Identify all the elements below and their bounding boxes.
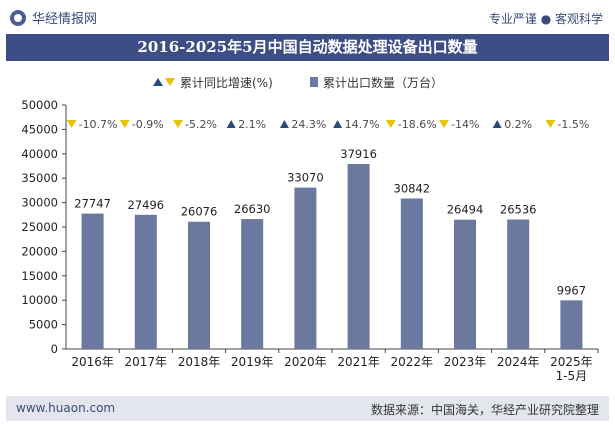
legend-down-marker-icon — [165, 78, 175, 86]
bar — [560, 300, 583, 349]
legend-bar-swatch — [310, 77, 318, 87]
bar — [454, 219, 476, 349]
x-tick-label: 2021年 — [337, 355, 380, 369]
bar-value-label: 9967 — [557, 283, 586, 297]
growth-label: -10.7% — [79, 118, 118, 131]
growth-down-marker-icon — [173, 120, 183, 128]
growth-down-marker-icon — [385, 120, 396, 128]
x-tick-label: 2024年 — [497, 355, 540, 369]
growth-label: 24.3% — [291, 118, 326, 131]
brand: 华经情报网 — [10, 8, 97, 27]
y-tick-label: 45000 — [21, 122, 58, 136]
x-tick-label: 2020年 — [284, 355, 327, 369]
x-tick-label: 2025年 — [550, 355, 593, 369]
brand-name: 华经情报网 — [32, 12, 98, 27]
chart-title: 2016-2025年5月中国自动数据处理设备出口数量 — [6, 34, 609, 61]
brand-logo-icon — [10, 9, 26, 26]
y-tick-label: 10000 — [21, 293, 58, 307]
growth-down-marker-icon — [439, 120, 449, 128]
y-tick-label: 20000 — [21, 244, 58, 258]
legend-up-marker-icon — [153, 78, 163, 86]
bar-value-label: 37916 — [340, 147, 377, 161]
bar — [400, 198, 423, 349]
bar-value-label: 27496 — [128, 198, 165, 212]
x-tick-label: 1-5月 — [556, 369, 588, 383]
bar — [188, 221, 210, 349]
bar — [81, 213, 104, 349]
legend-series-label: 累计出口数量（万台） — [323, 75, 443, 90]
x-tick-label: 2023年 — [444, 355, 487, 369]
growth-up-marker-icon — [226, 120, 236, 128]
growth-label: 0.2% — [504, 118, 532, 131]
footer-bar: www.huaon.com 数据来源：中国海关，华经产业研究院整理 — [6, 396, 609, 421]
x-tick-label: 2016年 — [71, 355, 114, 369]
data-source: 数据来源：中国海关，华经产业研究院整理 — [370, 403, 599, 417]
bar-value-label: 26536 — [500, 203, 537, 217]
growth-up-marker-icon — [279, 120, 289, 128]
bar-value-label: 27747 — [74, 197, 111, 211]
y-tick-label: 15000 — [21, 269, 58, 283]
growth-label: 2.1% — [238, 118, 266, 131]
x-tick-label: 2022年 — [391, 355, 434, 369]
y-tick-label: 5000 — [29, 318, 58, 332]
growth-label: -0.9% — [132, 118, 164, 131]
legend-growth-label: 累计同比增速(%) — [180, 76, 273, 90]
y-tick-label: 25000 — [21, 220, 58, 234]
bar — [507, 219, 530, 349]
header-bar: 华经情报网 专业严谨 ● 客观科学 — [0, 0, 615, 34]
growth-label: -1.5% — [557, 118, 589, 131]
y-tick-label: 40000 — [21, 147, 58, 161]
growth-label: 14.7% — [345, 118, 380, 131]
bar-value-label: 33070 — [287, 171, 324, 185]
growth-down-marker-icon — [119, 120, 130, 128]
bar — [294, 187, 317, 349]
website-link[interactable]: www.huaon.com — [16, 401, 116, 415]
y-tick-label: 30000 — [21, 196, 58, 210]
x-tick-label: 2019年 — [231, 355, 274, 369]
bar — [134, 214, 157, 349]
x-tick-label: 2018年 — [178, 355, 221, 369]
y-tick-label: 35000 — [21, 171, 58, 185]
growth-label: -5.2% — [185, 118, 217, 131]
bar — [347, 163, 370, 349]
y-tick-label: 50000 — [21, 98, 58, 112]
bar — [241, 219, 264, 349]
x-tick-label: 2017年 — [125, 355, 168, 369]
bar-value-label: 26630 — [234, 202, 271, 216]
bar-value-label: 26494 — [447, 203, 484, 217]
bar-value-label: 26076 — [181, 205, 218, 219]
y-tick-label: 0 — [51, 342, 58, 356]
growth-up-marker-icon — [492, 120, 502, 128]
growth-label: -14% — [451, 118, 479, 131]
bar-value-label: 30842 — [394, 181, 431, 195]
tagline: 专业严谨 ● 客观科学 — [488, 12, 603, 26]
growth-label: -18.6% — [398, 118, 437, 131]
growth-down-marker-icon — [66, 120, 77, 128]
growth-down-marker-icon — [545, 120, 556, 128]
growth-up-marker-icon — [333, 120, 343, 128]
